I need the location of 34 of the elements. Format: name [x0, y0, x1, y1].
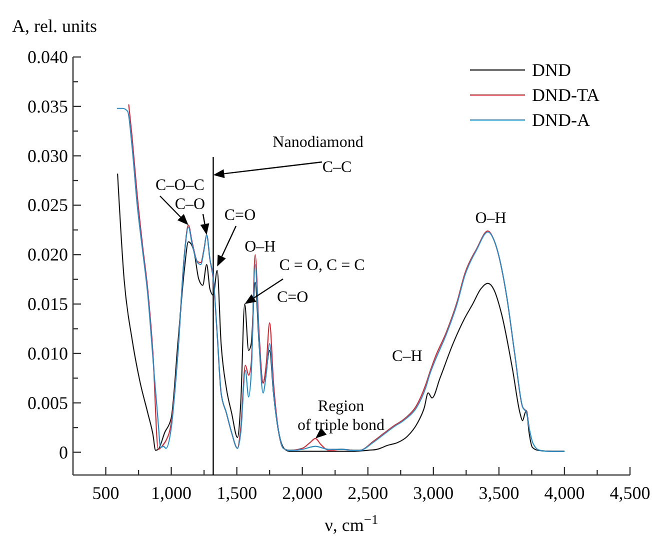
- annotation: C=O: [224, 207, 256, 224]
- y-tick-label: 0: [59, 442, 68, 462]
- y-tick-label: 0.005: [28, 392, 68, 413]
- x-tick-label: 3,500: [478, 483, 520, 503]
- y-axis-title: A, rel. units: [12, 16, 97, 36]
- y-tick-label: 0.040: [28, 47, 68, 67]
- legend-label: DND-TA: [532, 85, 600, 105]
- legend-label: DND-A: [532, 110, 590, 130]
- y-tick-label: 0.035: [28, 96, 68, 116]
- y-tick-label: 0.015: [28, 294, 68, 314]
- annotation: C–C: [322, 159, 352, 176]
- x-tick-label: 4,000: [544, 483, 585, 503]
- x-tick-label: 3,000: [413, 483, 454, 503]
- annotation: C=O: [276, 288, 308, 306]
- y-tick-label: 0.020: [28, 244, 68, 265]
- annotation: C = O, C = C: [279, 257, 365, 274]
- x-tick-label: 2,000: [282, 483, 323, 503]
- annotation: C–O–C: [156, 177, 204, 194]
- annotation: Nanodiamond: [272, 134, 364, 151]
- legend-label: DND: [532, 60, 571, 80]
- x-axis-title: ν, cm$^{−1}$: [324, 512, 378, 535]
- y-tick-label: 0.025: [28, 195, 68, 216]
- x-tick-label: 1,500: [216, 483, 258, 503]
- x-tick-label: 2,500: [348, 483, 388, 503]
- annotation: C–O: [174, 196, 206, 213]
- annotation: Region of triple bond: [297, 398, 385, 434]
- annotation: O–H: [475, 210, 507, 227]
- y-tick-label: 0.010: [28, 343, 68, 364]
- annotation: C–H: [392, 348, 423, 366]
- x-tick-label: 1,000: [151, 483, 192, 503]
- annotation: O–H: [244, 238, 276, 256]
- y-tick-label: 0.030: [28, 146, 68, 166]
- x-tick-label: 4,500: [610, 483, 650, 503]
- x-tick-label: 500: [92, 483, 120, 503]
